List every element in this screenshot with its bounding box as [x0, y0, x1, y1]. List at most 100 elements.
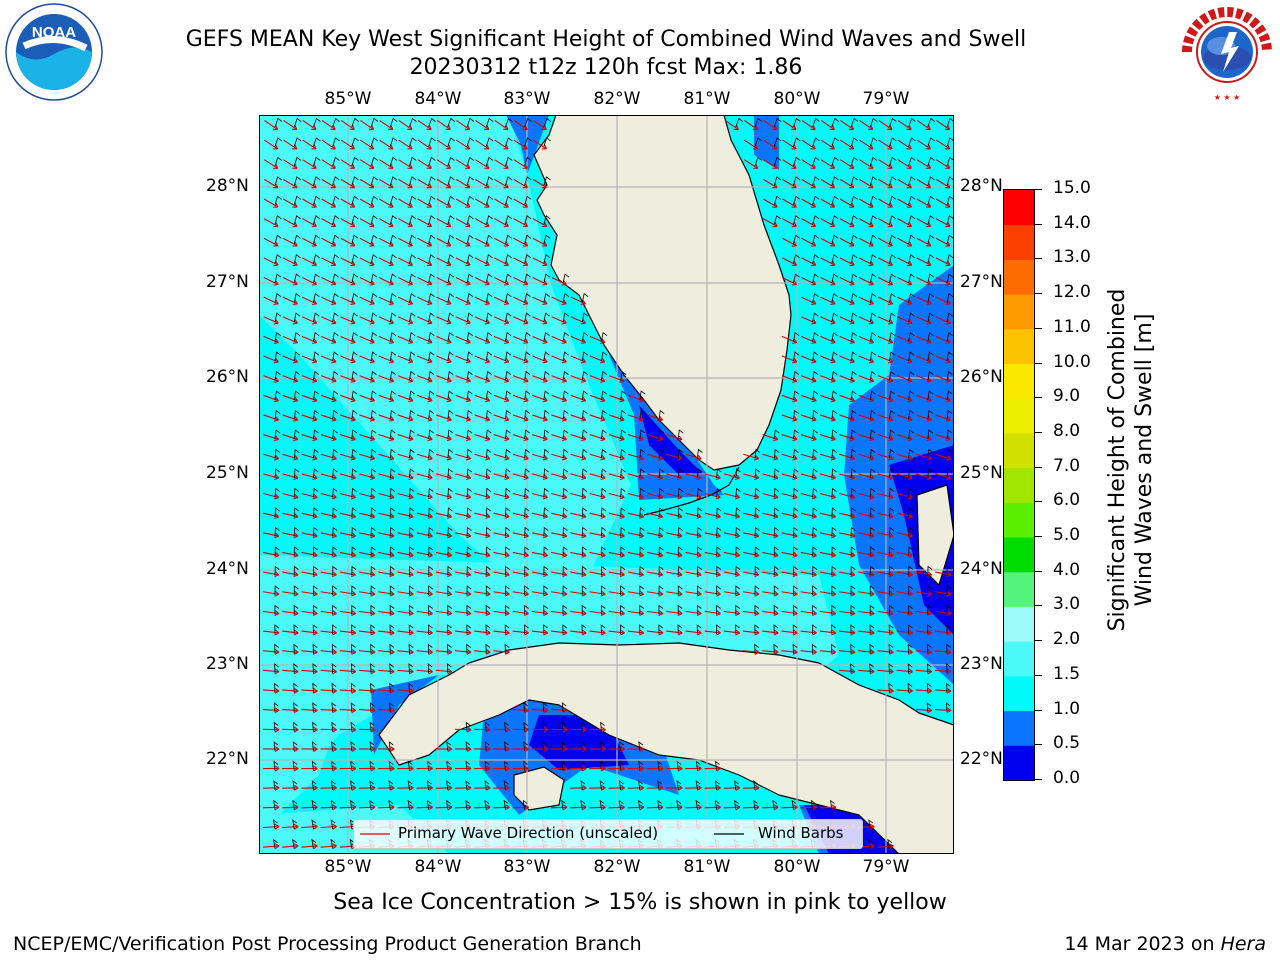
- wave-direction-arrow: [877, 669, 894, 673]
- wave-direction-arrowhead: [311, 319, 318, 325]
- wave-direction-arrowhead: [868, 280, 874, 286]
- wind-barb: [695, 780, 701, 791]
- wind-barb: [388, 760, 394, 771]
- wave-direction-arrow: [936, 139, 950, 150]
- wind-barb: [850, 331, 857, 342]
- wave-direction-arrowhead: [907, 280, 913, 286]
- wave-direction-arrowhead: [562, 726, 568, 733]
- wave-direction-arrow: [897, 276, 913, 286]
- wave-direction-arrowhead: [639, 551, 645, 558]
- wave-direction-arrow: [474, 453, 491, 460]
- wind-barb: [831, 312, 838, 323]
- wave-direction-arrowhead: [658, 629, 664, 636]
- wind-barb: [351, 156, 359, 167]
- wind-barb: [850, 507, 856, 518]
- wave-direction-arrow: [512, 512, 529, 518]
- wind-barb: [850, 487, 856, 498]
- wind-barb: [349, 799, 355, 810]
- wind-barb: [407, 780, 413, 791]
- wind-barb: [313, 390, 319, 401]
- wave-direction-arrow: [397, 355, 414, 363]
- wave-direction-arrow: [321, 296, 337, 305]
- wind-barb: [580, 721, 586, 732]
- wave-direction-arrow: [264, 139, 278, 150]
- wave-direction-arrowhead: [869, 513, 875, 519]
- wave-direction-arrow: [800, 650, 817, 653]
- wind-barb: [773, 468, 780, 479]
- wave-direction-arrowhead: [389, 746, 395, 753]
- wave-direction-arrow: [282, 316, 298, 324]
- wind-barb: [409, 215, 417, 225]
- wind-barb: [946, 351, 953, 362]
- wave-direction-arrow: [531, 591, 548, 595]
- wind-barb: [505, 293, 512, 303]
- wind-barb: [946, 156, 955, 167]
- wave-direction-arrow: [301, 709, 318, 711]
- wind-barb: [409, 409, 415, 420]
- wind-barb: [313, 409, 319, 420]
- wave-direction-arrow: [570, 473, 587, 479]
- wave-direction-arrowhead: [580, 357, 587, 364]
- wave-direction-arrow: [339, 610, 356, 615]
- chart-subtitle: 20230312 t12z 120h fcst Max: 1.86: [409, 55, 803, 80]
- wave-direction-arrow: [608, 571, 625, 576]
- wave-direction-arrowhead: [293, 454, 299, 461]
- wave-direction-arrow: [397, 453, 414, 460]
- wind-barb: [485, 156, 494, 167]
- wave-direction-arrowhead: [522, 202, 528, 208]
- colorbar-segment: [1004, 398, 1034, 434]
- wave-direction-arrow: [455, 257, 471, 266]
- wind-barb: [772, 799, 778, 810]
- wind-barb: [408, 682, 414, 693]
- wind-barb: [505, 351, 512, 362]
- wave-direction-arrowhead: [446, 435, 452, 442]
- wave-direction-arrowhead: [543, 551, 549, 558]
- wave-direction-arrowhead: [273, 280, 279, 286]
- wave-direction-arrowhead: [792, 532, 798, 539]
- wind-barb: [543, 215, 551, 225]
- wind-barb: [505, 487, 511, 498]
- lon-label-top: 81°W: [683, 89, 731, 109]
- wind-barb: [349, 838, 355, 849]
- wave-direction-arrowhead: [484, 280, 490, 286]
- colorbar-tick-label: 15.0: [1053, 178, 1091, 198]
- wave-direction-arrow: [283, 198, 298, 208]
- wind-barb: [389, 117, 398, 128]
- wave-direction-arrow: [493, 512, 510, 518]
- wave-direction-arrow: [378, 473, 395, 479]
- wave-direction-arrow: [877, 276, 893, 286]
- wind-barb: [313, 234, 320, 245]
- wave-direction-arrowhead: [350, 319, 356, 325]
- wind-barb: [946, 254, 954, 264]
- wave-direction-arrow: [877, 434, 894, 440]
- wave-direction-arrowhead: [447, 765, 453, 772]
- wind-barb: [908, 195, 916, 206]
- wind-barb: [274, 565, 280, 576]
- wind-barb: [313, 195, 321, 206]
- wave-direction-arrowhead: [332, 765, 337, 772]
- wind-barb: [793, 234, 800, 245]
- wave-direction-arrowhead: [850, 668, 856, 675]
- wind-barb: [428, 351, 435, 362]
- wave-direction-arrow: [512, 551, 529, 557]
- wave-direction-arrowhead: [350, 416, 356, 422]
- wind-barb: [332, 565, 338, 576]
- wind-barb: [428, 624, 433, 635]
- wind-barb: [409, 487, 415, 498]
- wave-direction-arrow: [859, 139, 874, 150]
- wind-barb: [793, 390, 799, 401]
- wind-barb: [869, 507, 876, 518]
- wave-direction-arrow: [819, 473, 836, 479]
- wave-direction-arrowhead: [600, 454, 606, 461]
- wind-barb: [658, 585, 664, 596]
- wind-barb: [524, 176, 532, 186]
- wave-direction-arrow: [877, 532, 894, 537]
- wind-barb: [428, 176, 436, 186]
- wave-direction-arrow: [359, 434, 375, 440]
- wave-direction-arrow: [320, 571, 337, 576]
- wind-barb: [447, 351, 454, 362]
- wave-direction-arrowhead: [369, 163, 375, 169]
- wind-barb: [351, 624, 356, 635]
- wave-direction-arrow: [820, 316, 836, 324]
- wave-direction-arrow: [916, 414, 932, 421]
